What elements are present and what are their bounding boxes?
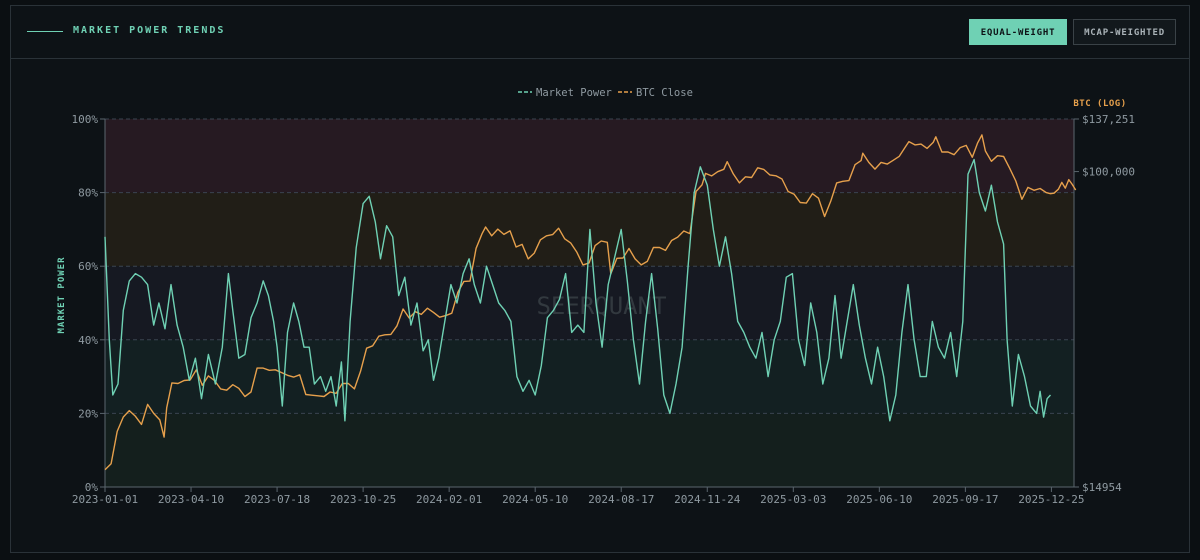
panel-header: MARKET POWER TRENDS EQUAL-WEIGHT MCAP-WE… — [11, 6, 1189, 59]
title-accent-line — [27, 31, 63, 32]
chart-panel: MARKET POWER TRENDS EQUAL-WEIGHT MCAP-WE… — [10, 5, 1190, 553]
page-title: MARKET POWER TRENDS — [73, 25, 226, 36]
mcap-weighted-button[interactable]: MCAP-WEIGHTED — [1073, 19, 1176, 45]
equal-weight-button[interactable]: EQUAL-WEIGHT — [969, 19, 1067, 45]
